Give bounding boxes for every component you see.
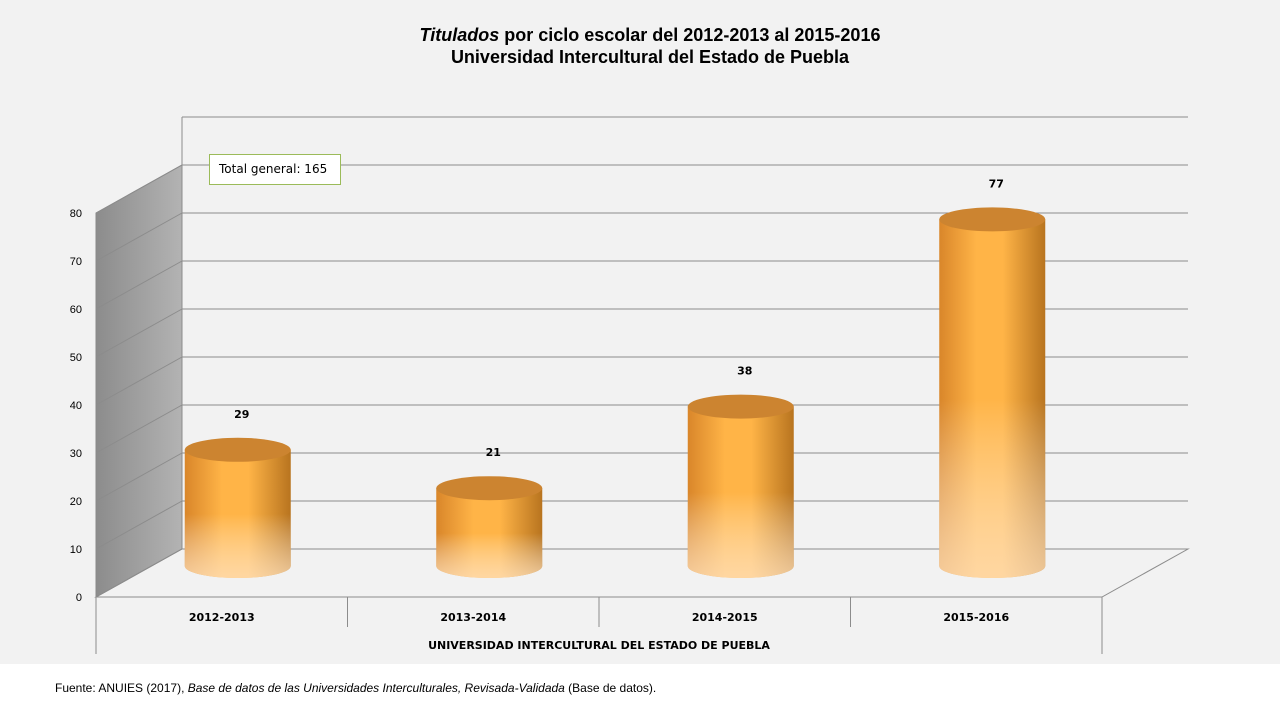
bar-body-highlight — [687, 406, 794, 578]
bars: 29 21 38 77 — [184, 177, 1046, 578]
bar-top — [939, 207, 1046, 232]
x-axis-title: UNIVERSIDAD INTERCULTURAL DEL ESTADO DE … — [428, 639, 770, 652]
x-tick-label: 2013-2014 — [440, 611, 506, 624]
bar: 29 — [184, 408, 291, 578]
y-tick-label: 80 — [70, 208, 82, 220]
title-line-2: Universidad Intercultural del Estado de … — [450, 47, 850, 67]
y-tick-label: 30 — [70, 448, 82, 460]
wall-gridline — [95, 548, 183, 598]
wall-gridline — [95, 308, 183, 358]
x-tick-label: 2012-2013 — [189, 611, 255, 624]
source-suffix: (Base de datos). — [564, 681, 657, 695]
bar: 38 — [687, 365, 794, 578]
title-line-1: Titulados por ciclo escolar del 2012-201… — [0, 24, 1280, 46]
y-tick-label: 0 — [76, 592, 82, 604]
wall-gridline — [95, 500, 183, 550]
title-italic: Titulados — [419, 25, 500, 45]
bar-top — [687, 394, 794, 419]
bar-body-highlight — [939, 219, 1046, 578]
wall-gridline — [95, 212, 183, 262]
y-tick-label: 10 — [70, 544, 82, 556]
data-label: 21 — [486, 446, 501, 459]
y-tick-label: 20 — [70, 496, 82, 508]
chart-area: 0 10 20 30 40 50 60 70 80 29 21 38 77 2012-2013 2013… — [70, 116, 1190, 654]
source-italic: Base de datos de las Universidades Inter… — [187, 681, 565, 695]
chart-title: Titulados por ciclo escolar del 2012-201… — [0, 24, 1280, 68]
title-rest: por ciclo escolar del 2012-2013 al 2015-… — [499, 25, 881, 45]
y-tick-label: 60 — [70, 304, 82, 316]
bar-top — [184, 437, 291, 462]
source-prefix: Fuente: ANUIES (2017), — [55, 681, 188, 695]
x-tick-label: 2015-2016 — [943, 611, 1009, 624]
wall-gridline — [95, 452, 183, 502]
y-axis-ticks: 0 10 20 30 40 50 60 70 80 — [70, 208, 82, 604]
total-general-label: Total general: 165 — [209, 154, 341, 185]
y-tick-label: 40 — [70, 400, 82, 412]
wall-gridline — [95, 164, 183, 214]
wall-gridline — [95, 260, 183, 310]
data-label: 38 — [737, 365, 752, 378]
y-tick-label: 70 — [70, 256, 82, 268]
bar: 21 — [436, 446, 543, 578]
bar-body-highlight — [184, 449, 291, 578]
bar: 77 — [939, 177, 1046, 578]
data-label: 77 — [989, 177, 1004, 190]
wall-gridline — [95, 404, 183, 454]
data-label: 29 — [234, 408, 249, 421]
bar-body-highlight — [436, 488, 543, 578]
y-tick-label: 50 — [70, 352, 82, 364]
source-note: Fuente: ANUIES (2017), Base de datos de … — [55, 681, 656, 695]
x-tick-label: 2014-2015 — [692, 611, 758, 624]
x-axis: 2012-2013 2013-2014 2014-2015 2015-2016 UNIV… — [95, 596, 1103, 654]
bar-top — [436, 476, 543, 501]
wall-gridline — [95, 356, 183, 406]
